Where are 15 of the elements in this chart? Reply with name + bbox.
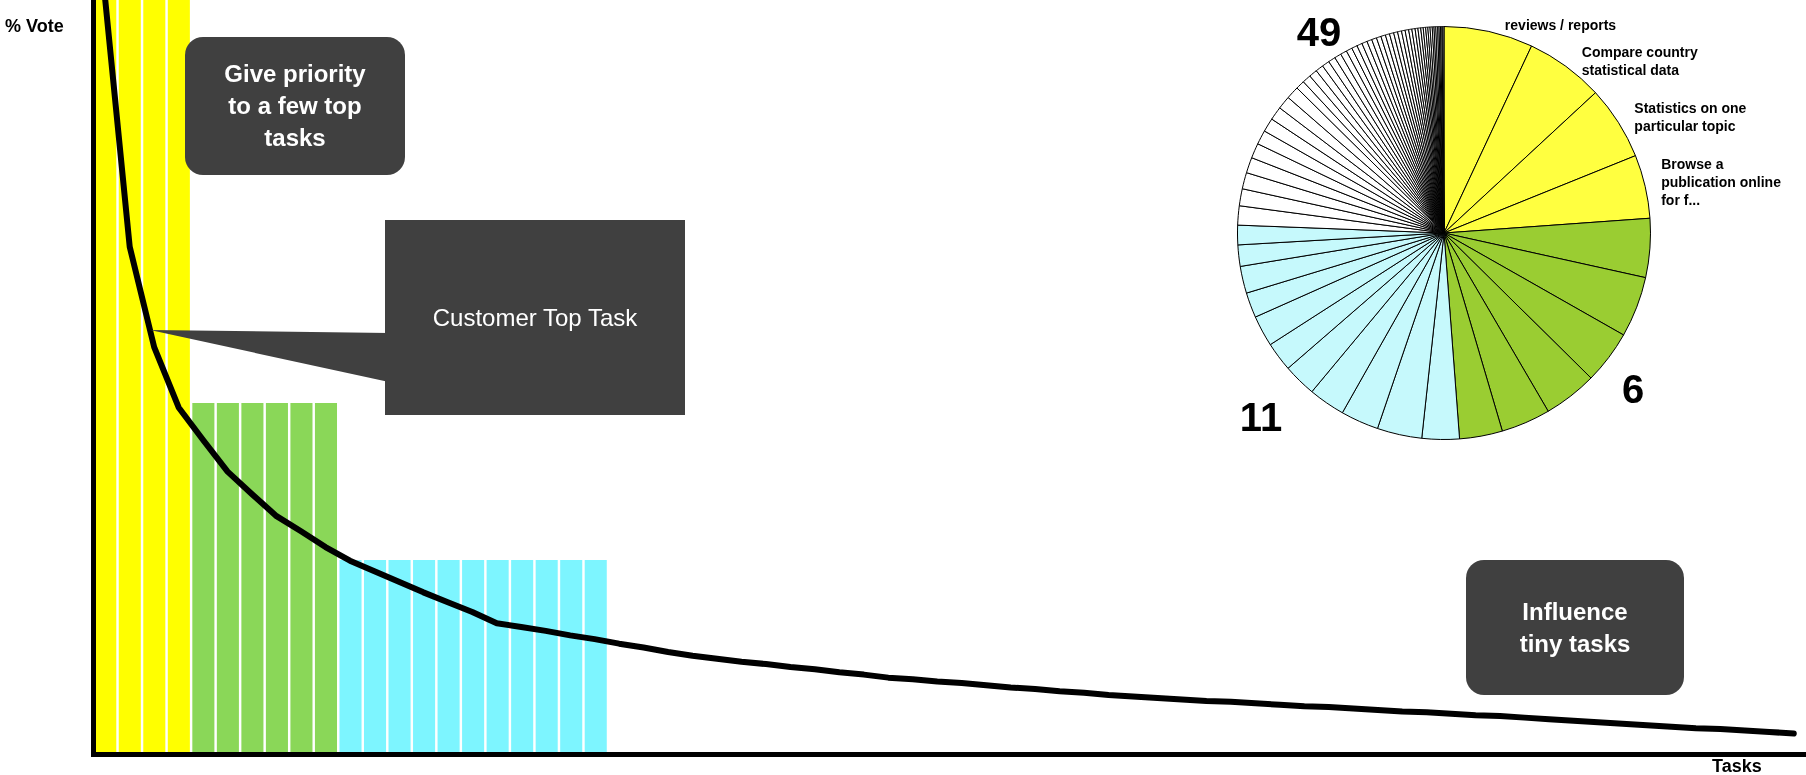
annotation: 49 [1296,10,1342,55]
slice-label: Statistics on one particular topic [1634,100,1747,135]
callout-box: Give priority to a few top tasks [185,37,405,175]
x-axis-title: Tasks [1712,756,1762,775]
callout-box: Influence tiny tasks [1466,560,1684,695]
slice-label: reviews / reports [1504,17,1617,34]
annotation: Give priority to a few top tasks [223,59,367,153]
callout-box: Customer Top Task [385,220,685,415]
y-axis-title: % Vote [5,16,64,37]
slice-label: Compare country statistical data [1581,44,1698,79]
annotation: 6 [1621,367,1645,412]
slice-label: Browse a publication online for f... [1661,156,1782,209]
annotation: Customer Top Task [431,302,639,333]
annotation: 11 [1239,395,1283,440]
annotation: Influence tiny tasks [1518,596,1632,659]
